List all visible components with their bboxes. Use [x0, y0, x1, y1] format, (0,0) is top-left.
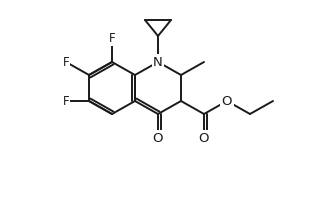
Text: F: F — [63, 95, 69, 108]
Text: O: O — [153, 131, 163, 144]
Text: N: N — [153, 55, 163, 69]
Text: O: O — [222, 95, 232, 108]
Text: F: F — [109, 32, 115, 44]
Text: F: F — [63, 55, 69, 69]
Text: O: O — [199, 131, 209, 144]
